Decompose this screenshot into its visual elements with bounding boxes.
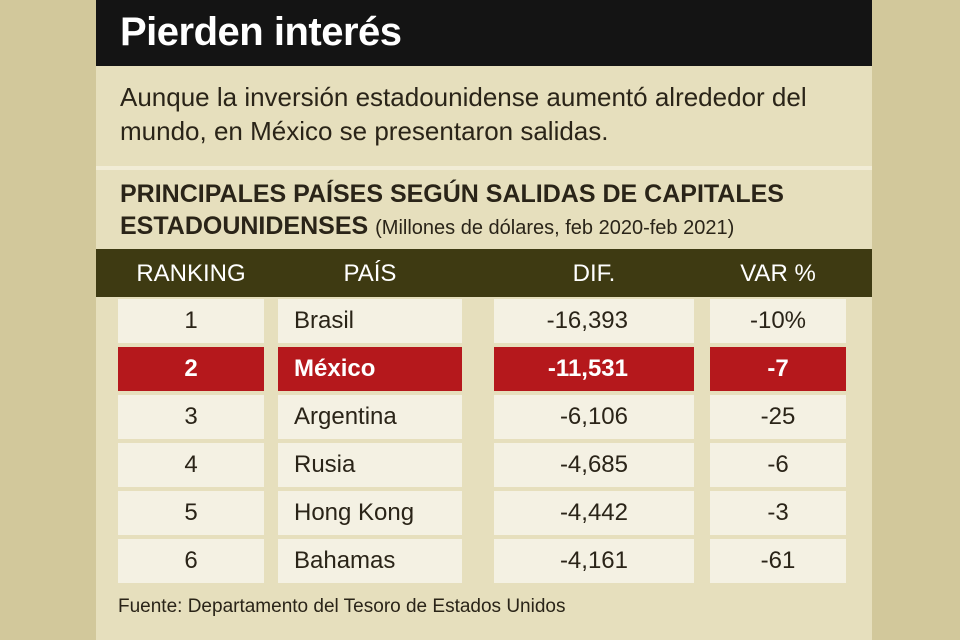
header-ranking: RANKING <box>136 260 246 287</box>
right-frame <box>864 0 960 640</box>
cell-diff: -6,106 <box>494 395 694 439</box>
cell-country: Argentina <box>278 395 462 439</box>
cell-diff: -11,531 <box>494 347 694 391</box>
cell-country: Hong Kong <box>278 491 462 535</box>
subtitle: Aunque la inversión estadounidense aumen… <box>120 82 807 146</box>
cell-diff: -4,442 <box>494 491 694 535</box>
table-row: 3 Argentina -6,106 -25 <box>96 393 872 441</box>
divider <box>96 166 872 170</box>
table-row: 6 Bahamas -4,161 -61 <box>96 537 872 585</box>
cell-ranking: 6 <box>118 539 264 583</box>
cell-diff: -4,685 <box>494 443 694 487</box>
cell-ranking: 3 <box>118 395 264 439</box>
header-diff: DIF. <box>572 260 616 287</box>
cell-country: Bahamas <box>278 539 462 583</box>
table-header: RANKING PAÍS DIF. VAR % <box>96 249 872 297</box>
infographic-card: Pierden interés Aunque la inversión esta… <box>96 0 872 640</box>
cell-var: -10% <box>710 299 846 343</box>
cell-var: -7 <box>710 347 846 391</box>
cell-var: -3 <box>710 491 846 535</box>
cell-ranking: 5 <box>118 491 264 535</box>
cell-var: -6 <box>710 443 846 487</box>
table-title: PRINCIPALES PAÍSES SEGÚN SALIDAS DE CAPI… <box>120 178 860 244</box>
left-frame <box>0 0 96 640</box>
cell-var: -61 <box>710 539 846 583</box>
cell-country: Rusia <box>278 443 462 487</box>
cell-var: -25 <box>710 395 846 439</box>
table-units: (Millones de dólares, feb 2020-feb 2021) <box>375 217 735 239</box>
table-row: 5 Hong Kong -4,442 -3 <box>96 489 872 537</box>
table-row: 1 Brasil -16,393 -10% <box>96 297 872 345</box>
cell-ranking: 2 <box>118 347 264 391</box>
page-title: Pierden interés <box>120 10 402 54</box>
source-note: Fuente: Departamento del Tesoro de Estad… <box>118 596 566 617</box>
cell-country: Brasil <box>278 299 462 343</box>
cell-diff: -16,393 <box>494 299 694 343</box>
table-row: 4 Rusia -4,685 -6 <box>96 441 872 489</box>
cell-ranking: 1 <box>118 299 264 343</box>
table-row-highlight: 2 México -11,531 -7 <box>96 345 872 393</box>
title-bar: Pierden interés <box>96 0 872 66</box>
table-title-text: PRINCIPALES PAÍSES SEGÚN SALIDAS DE CAPI… <box>120 180 784 240</box>
header-var: VAR % <box>740 260 816 287</box>
cell-country: México <box>278 347 462 391</box>
cell-diff: -4,161 <box>494 539 694 583</box>
header-country: PAÍS <box>343 260 397 287</box>
cell-ranking: 4 <box>118 443 264 487</box>
